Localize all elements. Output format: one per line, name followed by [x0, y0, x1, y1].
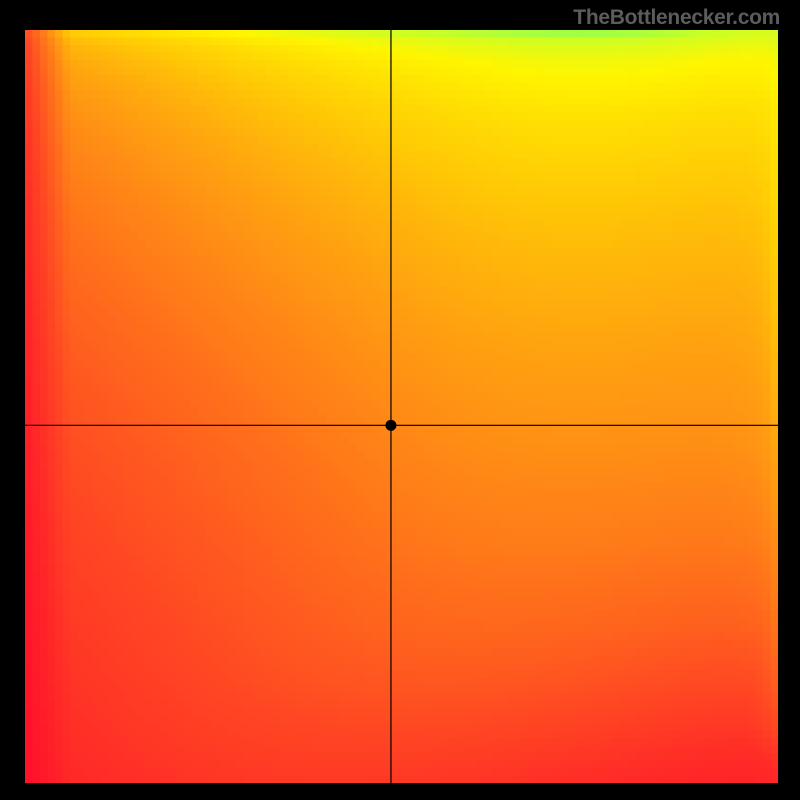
bottleneck-heatmap: [25, 30, 778, 783]
chart-container: { "attribution": { "text": "TheBottlenec…: [0, 0, 800, 800]
attribution-label: TheBottlenecker.com: [573, 6, 780, 30]
